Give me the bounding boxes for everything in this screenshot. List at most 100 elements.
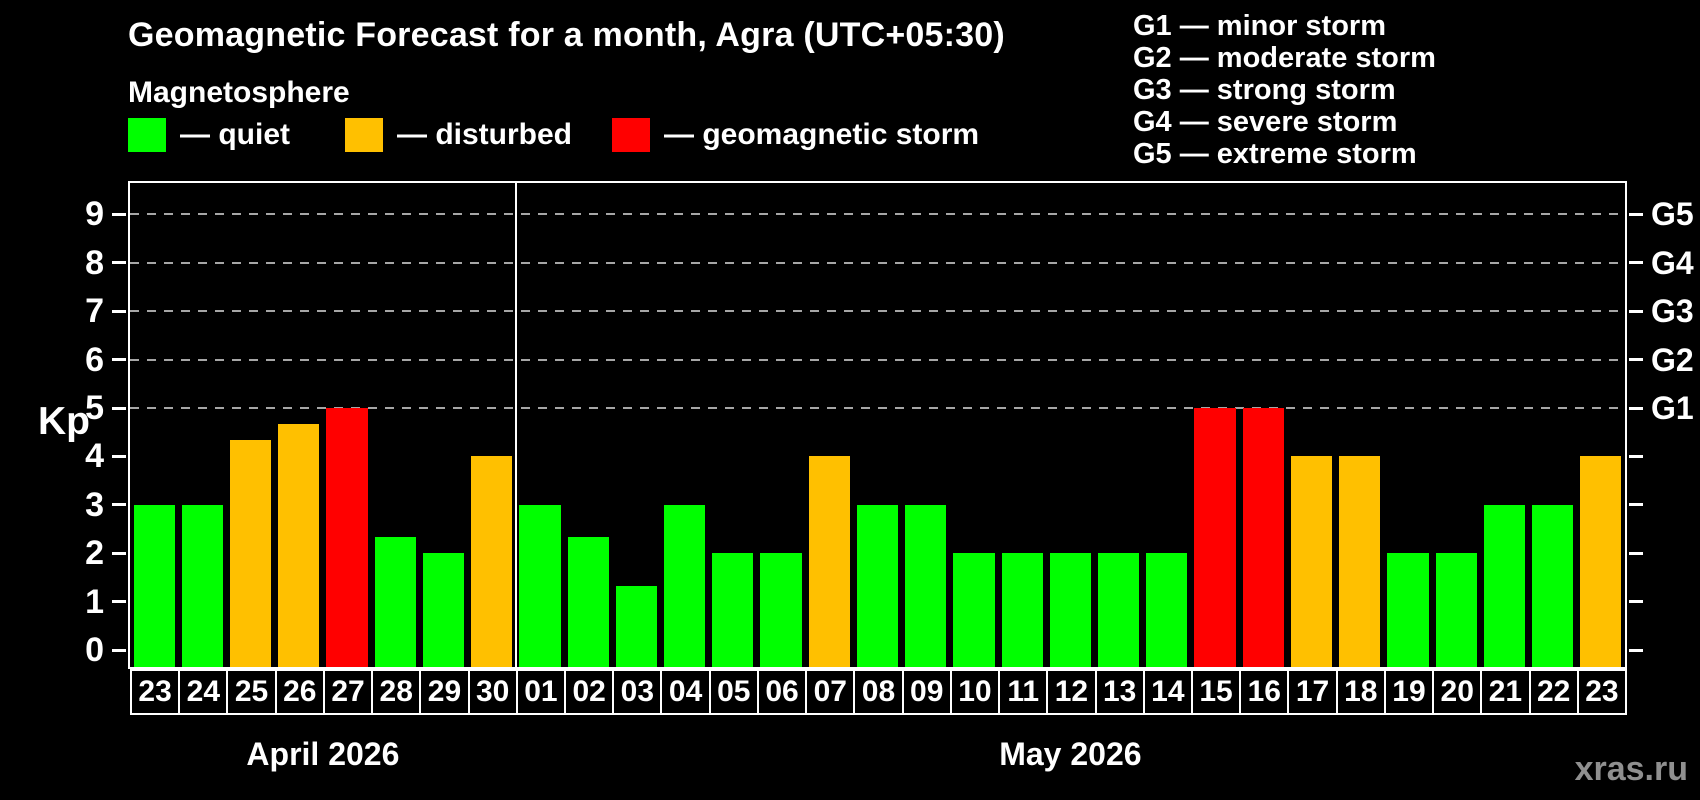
kp-bar-day-27 [326, 408, 368, 667]
day-label-21: 21 [1480, 669, 1531, 715]
kp-bar-day-29 [422, 553, 465, 667]
month-separator [514, 183, 517, 667]
left-axis-tick-5 [112, 406, 126, 410]
kp-bar-day-23 [1580, 456, 1622, 667]
kp-bar-day-25 [229, 440, 272, 667]
g1-legend-line: G1 — minor storm [1133, 10, 1386, 42]
y-axis-label-4: 4 [85, 437, 104, 476]
left-axis-tick-8 [112, 261, 126, 265]
day-label-01: 01 [515, 669, 567, 715]
month-label-0: April 2026 [246, 736, 400, 772]
y-axis-label-0: 0 [85, 631, 104, 669]
kp-bar-day-12 [1049, 553, 1091, 667]
magnetosphere-label: Magnetosphere [128, 76, 350, 109]
day-label-04: 04 [660, 669, 711, 715]
legend-storm-label: — geomagnetic storm [664, 118, 980, 151]
right-axis-tick-2 [1629, 551, 1643, 555]
right-axis-tick-4 [1629, 454, 1643, 458]
day-label-03: 03 [612, 669, 663, 715]
day-label-02: 02 [564, 669, 615, 715]
day-label-24: 24 [178, 669, 229, 715]
kp-bar-day-21 [1483, 504, 1526, 667]
kp-bar-day-23 [133, 504, 175, 667]
quiet-color-swatch [128, 118, 166, 152]
disturbed-color-swatch [345, 118, 383, 152]
y-axis-label-1: 1 [85, 582, 104, 621]
kp-bar-day-04 [663, 504, 706, 667]
kp-bar-day-15 [1194, 408, 1236, 667]
plot-area: 0 1 2 3 4 5 6 7 8 9 G1 G2 G3 G4 G5 [85, 181, 1694, 669]
day-label-06: 06 [756, 669, 808, 715]
y-axis-label-7: 7 [85, 292, 104, 331]
kp-bar-day-14 [1146, 553, 1188, 667]
watermark: xras.ru [1574, 750, 1688, 788]
right-axis-tick-7 [1629, 309, 1643, 313]
right-axis-tick-0 [1629, 648, 1643, 652]
day-label-29: 29 [419, 669, 470, 715]
legend-quiet-label: — quiet [180, 118, 290, 151]
kp-bar-day-19 [1387, 553, 1429, 667]
kp-bar-day-30 [471, 456, 513, 667]
y-axis-title: Kp [38, 400, 90, 443]
gridline-kp6 [130, 358, 1625, 361]
kp-bar-day-08 [856, 504, 899, 667]
kp-bar-day-02 [567, 537, 609, 667]
kp-bar-day-05 [712, 553, 754, 667]
day-label-18: 18 [1335, 669, 1386, 715]
gridline-kp7 [130, 310, 1625, 313]
right-axis-tick-5 [1629, 406, 1643, 410]
legend-item-storm: — geomagnetic storm [612, 117, 979, 153]
day-label-20: 20 [1432, 669, 1483, 715]
legend-item-quiet: — quiet [128, 117, 290, 153]
kp-bar-day-28 [374, 537, 416, 667]
kp-bar-day-11 [1001, 553, 1043, 667]
day-label-14: 14 [1142, 669, 1193, 715]
g-axis-label-G1: G1 [1651, 390, 1694, 426]
day-label-23: 23 [130, 669, 181, 715]
day-label-26: 26 [274, 669, 325, 715]
day-label-13: 13 [1094, 669, 1145, 715]
day-label-10: 10 [949, 669, 1001, 715]
kp-bar-day-22 [1532, 504, 1574, 667]
g-axis-label-G5: G5 [1651, 196, 1694, 233]
left-axis-tick-3 [112, 503, 126, 507]
y-axis-label-2: 2 [85, 534, 104, 573]
kp-bar-day-24 [181, 504, 223, 667]
legend-disturbed-label: — disturbed [397, 118, 573, 151]
day-label-05: 05 [708, 669, 759, 715]
day-label-25: 25 [226, 669, 277, 715]
day-label-15: 15 [1190, 669, 1242, 715]
day-label-27: 27 [322, 669, 374, 715]
day-label-11: 11 [998, 669, 1049, 715]
storm-color-swatch [612, 118, 650, 152]
legend-item-disturbed: — disturbed [345, 117, 572, 153]
gridline-kp9 [130, 213, 1625, 216]
day-label-07: 07 [805, 669, 856, 715]
kp-bar-day-16 [1242, 408, 1284, 667]
g-axis-label-G3: G3 [1651, 293, 1694, 330]
g2-legend-line: G2 — moderate storm [1133, 42, 1436, 74]
kp-bar-day-01 [519, 504, 561, 667]
kp-bar-day-09 [905, 504, 947, 667]
day-label-09: 09 [901, 669, 952, 715]
right-axis-tick-9 [1629, 212, 1643, 216]
y-axis-label-6: 6 [85, 340, 104, 379]
left-axis-tick-9 [112, 212, 126, 216]
right-axis-tick-6 [1629, 358, 1643, 362]
day-label-30: 30 [467, 669, 518, 715]
gridline-kp8 [130, 261, 1625, 264]
kp-bar-day-07 [808, 456, 850, 667]
kp-bar-day-20 [1435, 553, 1477, 667]
day-label-12: 12 [1046, 669, 1097, 715]
g-scale-legend: G1 — minor storm G2 — moderate storm G3 … [1133, 10, 1436, 170]
right-axis-tick-8 [1629, 261, 1643, 265]
kp-bar-day-17 [1290, 456, 1333, 667]
day-label-23: 23 [1576, 669, 1627, 715]
x-axis-day-row: 23 24 25 26 27 28 29 30 01 02 03 04 05 06 07 08 09 10 11 12… [130, 669, 1627, 715]
g-axis-label-G2: G2 [1651, 341, 1694, 378]
y-axis-label-9: 9 [85, 195, 104, 234]
left-axis-tick-0 [112, 648, 126, 652]
kp-bar-day-06 [760, 553, 802, 667]
day-label-19: 19 [1383, 669, 1435, 715]
kp-bar-day-03 [615, 585, 657, 667]
